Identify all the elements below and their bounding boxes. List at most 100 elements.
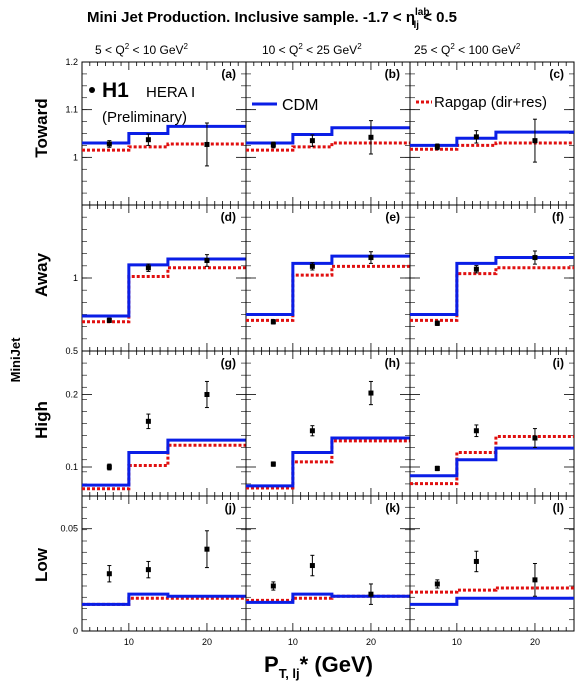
panel-c: (c)	[409, 61, 575, 206]
panel-frame	[245, 350, 411, 497]
data-point	[473, 428, 479, 434]
cdm-series-line	[410, 596, 574, 606]
panel-tag: (k)	[385, 501, 400, 515]
data-point	[368, 255, 374, 261]
panel-b: (b)	[245, 61, 411, 206]
rapgap-series-line	[82, 142, 246, 152]
data-point	[270, 583, 276, 589]
data-point	[434, 465, 440, 471]
data-point	[309, 263, 315, 269]
row-label-away: Away	[32, 252, 51, 297]
panel-tag: (h)	[385, 356, 400, 370]
rapgap-series-line	[82, 266, 246, 324]
y-tick-label: 0.5	[65, 346, 78, 356]
data-point	[532, 138, 538, 144]
cdm-series-line	[246, 254, 410, 316]
rapgap-series-line	[246, 141, 410, 152]
legend-h1-marker	[89, 87, 95, 93]
cdm-series-line	[82, 124, 246, 145]
data-point	[106, 141, 112, 147]
data-point	[106, 317, 112, 323]
title-tail: < 0.5	[419, 9, 457, 26]
q2-bin-1: 5 < Q2 < 10 GeV2	[95, 42, 189, 57]
legend-h1: H1	[102, 79, 129, 102]
title-main: Mini Jet Production. Inclusive sample. -…	[87, 9, 415, 26]
rapgap-series-line	[410, 141, 574, 151]
data-point	[309, 428, 315, 434]
rapgap-series-line	[246, 439, 410, 490]
cdm-series-line	[82, 438, 246, 487]
legend-preliminary: (Preliminary)	[102, 109, 187, 126]
cdm-series-line	[410, 256, 574, 316]
panel-tag: (b)	[385, 67, 400, 81]
row-label-high: High	[32, 401, 51, 439]
cdm-series-line	[410, 446, 574, 478]
data-point	[434, 320, 440, 326]
title-eta-sub: lj	[413, 20, 419, 31]
rapgap-series-line	[410, 435, 574, 486]
panel-e: (e)	[245, 204, 411, 352]
y-tick-label: 0.1	[65, 462, 78, 472]
row-label-toward: Toward	[32, 98, 51, 157]
data-point	[204, 141, 210, 147]
rapgap-series-line	[410, 586, 574, 594]
data-point	[145, 265, 151, 271]
rapgap-series-line	[246, 264, 410, 322]
panel-j: 0 0.05 10 20 (j)	[60, 495, 247, 647]
panel-tag: (a)	[221, 67, 236, 81]
y-tick-label: 1.1	[65, 105, 78, 115]
data-point	[270, 142, 276, 148]
data-point	[204, 392, 210, 397]
panel-tag: (g)	[221, 356, 236, 370]
data-point	[368, 591, 374, 597]
q2-bin-2: 10 < Q2 < 25 GeV2	[262, 42, 362, 57]
data-point	[532, 577, 538, 583]
panel-frame	[245, 204, 411, 352]
legend-rapgap: Rapgap (dir+res)	[434, 94, 547, 111]
panel-frame	[409, 495, 575, 632]
panel-tag: (i)	[553, 356, 564, 370]
x-tick-label: 20	[202, 637, 212, 647]
data-point	[204, 546, 210, 552]
data-point	[106, 464, 112, 470]
row-label-low: Low	[32, 547, 51, 582]
data-point	[145, 418, 151, 424]
data-point	[309, 138, 315, 144]
panel-tag: (f)	[552, 210, 564, 224]
x-tick-label: 20	[530, 637, 540, 647]
panel-k: 10 20 (k)	[245, 495, 411, 647]
data-point	[204, 257, 210, 263]
x-tick-label: 10	[288, 637, 298, 647]
x-axis-label: PT, lj* (GeV)	[264, 652, 373, 681]
cdm-series-line	[246, 126, 410, 145]
data-point	[270, 461, 276, 467]
y-tick-label: 1	[73, 273, 78, 283]
y-axis-label-fragment: MiniJet	[8, 337, 23, 382]
x-tick-label: 10	[452, 637, 462, 647]
panel-grid: 1 1.1 1.2 (a) (b) (c) 0.5 1 (d) (e) (f) 0.1 0.2 (g) (h…	[60, 57, 575, 647]
panel-a: 1 1.1 1.2 (a)	[65, 57, 247, 206]
panel-frame	[81, 495, 247, 632]
cdm-series-line	[246, 436, 410, 488]
data-point	[368, 390, 374, 396]
rapgap-series-line	[82, 443, 246, 491]
data-point	[106, 571, 112, 577]
title-eta-sup: lab	[415, 7, 429, 18]
panel-tag: (d)	[221, 210, 236, 224]
panel-frame	[245, 495, 411, 632]
y-tick-label: 1	[73, 152, 78, 162]
y-tick-label: 1.2	[65, 57, 78, 67]
cdm-series-line	[246, 592, 410, 604]
panel-tag: (c)	[549, 67, 564, 81]
legend-hera: HERA I	[146, 84, 195, 101]
rapgap-series-line	[410, 266, 574, 322]
panel-tag: (j)	[225, 501, 236, 515]
data-point	[145, 567, 151, 573]
x-tick-label: 20	[366, 637, 376, 647]
panel-i: (i)	[409, 350, 575, 497]
panel-h: (h)	[245, 350, 411, 497]
data-point	[309, 563, 315, 569]
panel-f: (f)	[409, 204, 575, 352]
y-tick-label: 0	[73, 626, 78, 636]
